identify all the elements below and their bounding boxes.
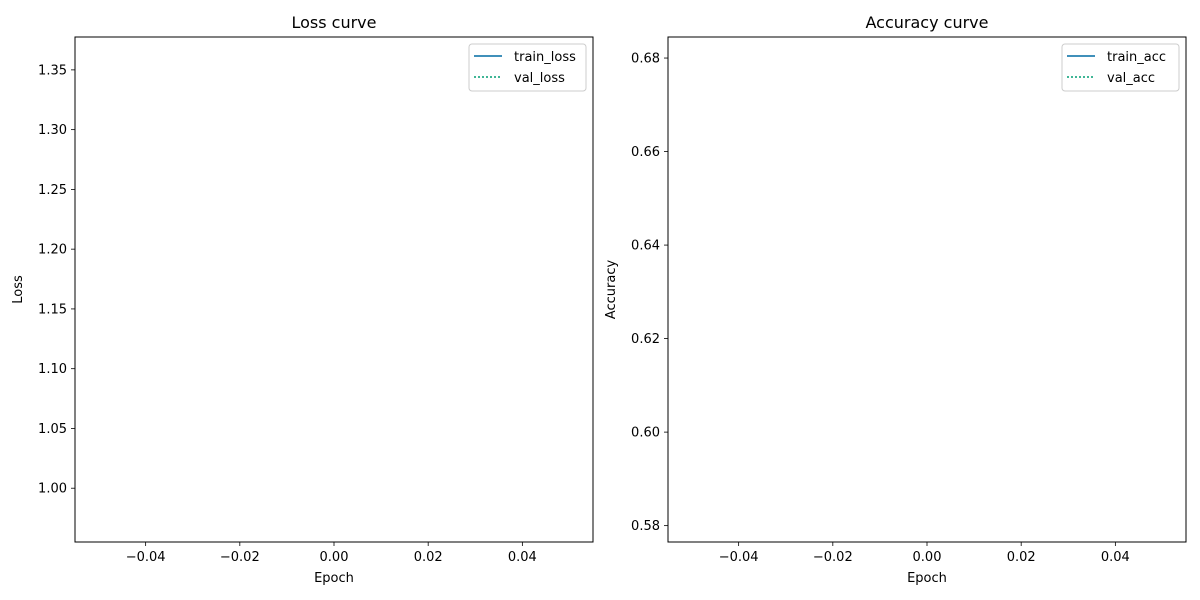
loss-legend: train_loss val_loss [468,43,587,92]
accuracy-x-tick-label: −0.04 [719,550,759,565]
loss-x-axis-label: Epoch [314,571,354,586]
accuracy-plot-area [667,36,1187,543]
loss-chart-title: Loss curve [291,13,376,32]
accuracy-x-tick-label: 0.04 [1101,550,1130,565]
accuracy-y-tick-label: 0.58 [631,519,660,534]
loss-y-tick-label: 1.25 [38,183,67,198]
accuracy-y-tick-label: 0.66 [631,145,660,160]
accuracy-x-tick-label: −0.02 [813,550,853,565]
loss-y-axis-label: Loss [11,275,26,304]
loss-x-tick-label: 0.00 [320,550,349,565]
accuracy-y-tick-label: 0.68 [631,52,660,67]
loss-y-tick-label: 1.30 [38,123,67,138]
loss-plot-area [74,36,594,543]
accuracy-y-axis-label: Accuracy [604,260,619,320]
accuracy-chart-title: Accuracy curve [866,13,989,32]
loss-y-tick-label: 1.00 [38,482,67,497]
accuracy-x-tick-label: 0.02 [1007,550,1036,565]
loss-x-tick-label: −0.02 [220,550,260,565]
loss-x-tick-label: 0.04 [508,550,537,565]
loss-y-tick-label: 1.15 [38,302,67,317]
loss-y-tick-label: 1.20 [38,243,67,258]
loss-legend-label: val_loss [514,71,565,86]
accuracy-x-tick-label: 0.00 [913,550,942,565]
accuracy-legend-label: train_acc [1107,50,1166,65]
accuracy-y-tick-label: 0.62 [631,332,660,347]
accuracy-legend-label: val_acc [1107,71,1155,86]
loss-y-tick-label: 1.05 [38,422,67,437]
accuracy-chart-panel: Accuracy curve −0.04 −0.02 0.00 0.02 0.04 0.58… [604,13,1187,586]
loss-y-tick-label: 1.10 [38,362,67,377]
loss-chart-panel: Loss curve −0.04 −0.02 0.00 0.02 0.04 1.00 1.05… [11,13,594,586]
accuracy-legend: train_acc val_acc [1061,43,1180,92]
accuracy-x-axis-label: Epoch [907,571,947,586]
loss-x-tick-label: −0.04 [126,550,166,565]
loss-legend-label: train_loss [514,50,576,65]
loss-y-tick-label: 1.35 [38,63,67,78]
loss-x-tick-label: 0.02 [414,550,443,565]
accuracy-y-tick-label: 0.60 [631,426,660,441]
accuracy-y-tick-label: 0.64 [631,239,660,254]
